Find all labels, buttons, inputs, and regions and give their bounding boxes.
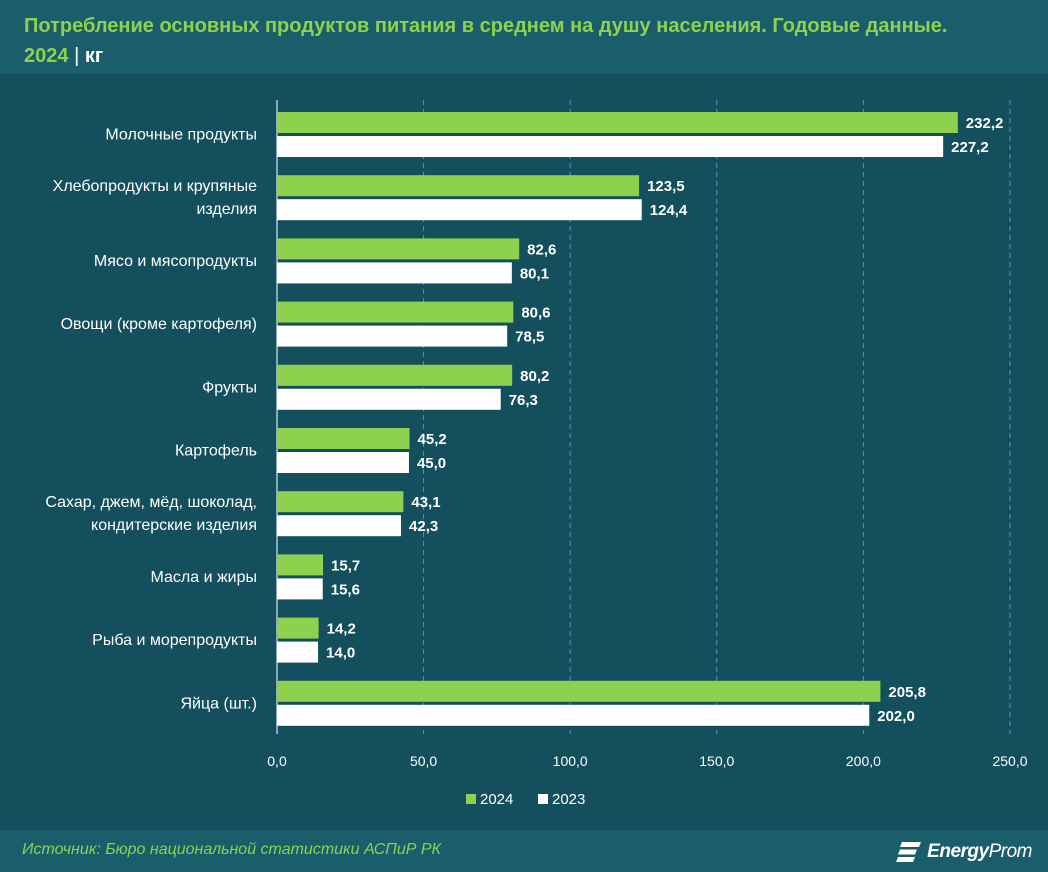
bar-2023 xyxy=(277,515,402,537)
bar-2023 xyxy=(277,452,409,473)
data-label: 45,2 xyxy=(418,431,447,448)
category-label: изделия xyxy=(196,201,257,218)
category-label: Картофель xyxy=(175,443,257,460)
data-label: 15,7 xyxy=(331,557,360,574)
bar-2023 xyxy=(277,388,501,410)
data-label: 43,1 xyxy=(411,494,440,511)
bar-2023 xyxy=(277,325,508,347)
data-label: 82,6 xyxy=(527,241,556,258)
x-tick-label: 250,0 xyxy=(992,753,1027,769)
chart-title: Потребление основных продуктов питания в… xyxy=(24,11,1034,71)
logo-text: EnergyProm xyxy=(927,841,1032,863)
x-tick-label: 100,0 xyxy=(553,753,588,769)
data-label: 80,6 xyxy=(521,305,550,322)
legend-swatch-2023 xyxy=(538,794,548,804)
legend-label: 2023 xyxy=(552,791,585,808)
category-label: Фрукты xyxy=(202,379,257,396)
energyprom-logo: EnergyProm xyxy=(896,838,1033,866)
data-label: 227,2 xyxy=(951,139,989,156)
data-label: 45,0 xyxy=(417,455,446,472)
bar-2024 xyxy=(277,428,410,449)
category-label: кондитерские изделия xyxy=(91,517,257,534)
bar-2023 xyxy=(277,704,870,726)
bar-2023 xyxy=(277,641,319,663)
data-label: 232,2 xyxy=(966,115,1004,132)
bar-2024 xyxy=(277,554,324,576)
chart-header: Потребление основных продуктов питания в… xyxy=(0,0,1048,74)
x-tick-label: 200,0 xyxy=(846,753,881,769)
data-label: 80,1 xyxy=(520,265,549,282)
bar-2023 xyxy=(277,136,944,157)
bar-2023 xyxy=(277,262,512,284)
logo-text-light: Prom xyxy=(988,841,1033,862)
data-label: 205,8 xyxy=(888,684,926,701)
chart-footer: Источник: Бюро национальной статистики А… xyxy=(0,830,1048,872)
category-label: Хлебопродукты и крупяные xyxy=(53,178,257,195)
category-label: Мясо и мясопродукты xyxy=(94,253,257,270)
bar-2024 xyxy=(277,617,319,639)
legend-swatch-2024 xyxy=(466,794,476,804)
title-unit: кг xyxy=(84,45,104,67)
data-label: 123,5 xyxy=(647,178,685,195)
data-label: 124,4 xyxy=(650,202,688,219)
logo-text-bold: Energy xyxy=(927,841,989,862)
data-label: 14,0 xyxy=(326,645,355,662)
category-label: Рыба и морепродукты xyxy=(92,632,257,649)
bar-2024 xyxy=(277,175,640,197)
title-year: 2024 xyxy=(24,45,69,67)
data-label: 76,3 xyxy=(509,392,538,409)
bar-2024 xyxy=(277,301,514,323)
logo-mark-icon xyxy=(896,842,922,862)
bar-2024 xyxy=(277,491,404,513)
x-tick-label: 50,0 xyxy=(410,753,437,769)
data-label: 14,2 xyxy=(327,621,356,638)
category-label: Масла и жиры xyxy=(150,569,257,586)
bar-2023 xyxy=(277,199,642,221)
legend-label: 2024 xyxy=(480,791,513,808)
bar-2024 xyxy=(277,238,520,260)
x-tick-label: 0,0 xyxy=(267,753,287,769)
category-label: Сахар, джем, мёд, шоколад, xyxy=(45,494,257,511)
category-label: Овощи (кроме картофеля) xyxy=(61,316,257,333)
bar-2024 xyxy=(277,680,881,702)
bar-chart: 0,0 50,0 100,0 150,0 200,0 250,0 Молочные прод… xyxy=(45,100,1028,808)
data-label: 202,0 xyxy=(877,708,915,725)
bar-2024 xyxy=(277,112,958,133)
source-note: Источник: Бюро национальной статистики А… xyxy=(22,841,441,858)
data-label: 80,2 xyxy=(520,368,549,385)
data-label: 78,5 xyxy=(515,329,544,346)
data-label: 42,3 xyxy=(409,518,438,535)
data-label: 15,6 xyxy=(331,581,360,598)
x-tick-label: 150,0 xyxy=(699,753,734,769)
bar-2023 xyxy=(277,578,323,600)
bar-2024 xyxy=(277,364,513,386)
title-separator: | xyxy=(74,45,80,67)
title-text: Потребление основных продуктов питания в… xyxy=(24,15,948,37)
category-label: Яйца (шт.) xyxy=(181,695,258,712)
category-label: Молочные продукты xyxy=(105,127,257,144)
